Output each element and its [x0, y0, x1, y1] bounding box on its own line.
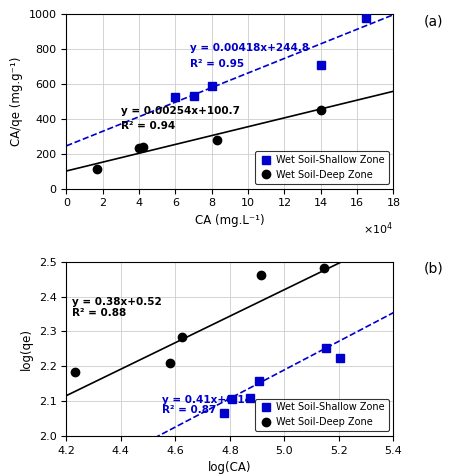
Line: Wet Soil-Deep Zone: Wet Soil-Deep Zone	[93, 106, 325, 173]
Y-axis label: CA/qe (mg.g⁻¹): CA/qe (mg.g⁻¹)	[10, 57, 23, 146]
Text: R² = 0.87: R² = 0.87	[162, 405, 216, 415]
Text: R² = 0.95: R² = 0.95	[190, 59, 244, 69]
Line: Wet Soil-Shallow Zone: Wet Soil-Shallow Zone	[171, 14, 370, 101]
Legend: Wet Soil-Shallow Zone, Wet Soil-Deep Zone: Wet Soil-Shallow Zone, Wet Soil-Deep Zon…	[255, 399, 389, 431]
Wet Soil-Deep Zone	[318, 107, 324, 113]
Wet Soil-Shallow Zone	[247, 395, 253, 401]
X-axis label: log(CA): log(CA)	[208, 461, 252, 474]
Text: y = 0.00254x+100.7: y = 0.00254x+100.7	[121, 106, 240, 116]
Wet Soil-Shallow Zone	[337, 355, 343, 361]
Wet Soil-Shallow Zone	[173, 94, 178, 100]
Legend: Wet Soil-Shallow Zone, Wet Soil-Deep Zone: Wet Soil-Shallow Zone, Wet Soil-Deep Zon…	[255, 151, 389, 184]
Wet Soil-Shallow Zone	[323, 345, 328, 350]
Wet Soil-Shallow Zone	[228, 396, 234, 401]
Wet Soil-Shallow Zone	[318, 62, 324, 68]
Wet Soil-Deep Zone	[258, 272, 264, 278]
Wet Soil-Deep Zone	[140, 145, 146, 150]
Wet Soil-Shallow Zone	[256, 378, 262, 384]
Wet Soil-Shallow Zone	[209, 83, 215, 89]
Wet Soil-Deep Zone	[136, 145, 142, 151]
Wet Soil-Deep Zone	[214, 137, 220, 143]
Wet Soil-Deep Zone	[179, 334, 184, 340]
Text: (a): (a)	[424, 14, 444, 28]
Wet Soil-Shallow Zone	[221, 410, 227, 416]
Text: R² = 0.88: R² = 0.88	[72, 308, 126, 318]
Wet Soil-Deep Zone	[167, 360, 173, 366]
Wet Soil-Shallow Zone	[363, 15, 369, 20]
Text: y = 0.41x+0.14: y = 0.41x+0.14	[162, 395, 252, 405]
Y-axis label: log(qe): log(qe)	[20, 328, 33, 370]
Text: R² = 0.94: R² = 0.94	[121, 121, 175, 131]
Line: Wet Soil-Shallow Zone: Wet Soil-Shallow Zone	[220, 343, 344, 418]
Text: (b): (b)	[424, 262, 444, 276]
Wet Soil-Deep Zone	[94, 166, 100, 172]
Wet Soil-Deep Zone	[72, 369, 77, 374]
X-axis label: CA (mg.L⁻¹): CA (mg.L⁻¹)	[195, 214, 264, 227]
Wet Soil-Shallow Zone	[191, 93, 196, 99]
Wet Soil-Deep Zone	[321, 265, 327, 271]
Text: y = 0.00418x+244.8: y = 0.00418x+244.8	[190, 43, 309, 53]
Text: y = 0.38x+0.52: y = 0.38x+0.52	[72, 297, 162, 307]
Line: Wet Soil-Deep Zone: Wet Soil-Deep Zone	[70, 264, 328, 376]
Text: $\times10^4$: $\times10^4$	[363, 220, 393, 237]
